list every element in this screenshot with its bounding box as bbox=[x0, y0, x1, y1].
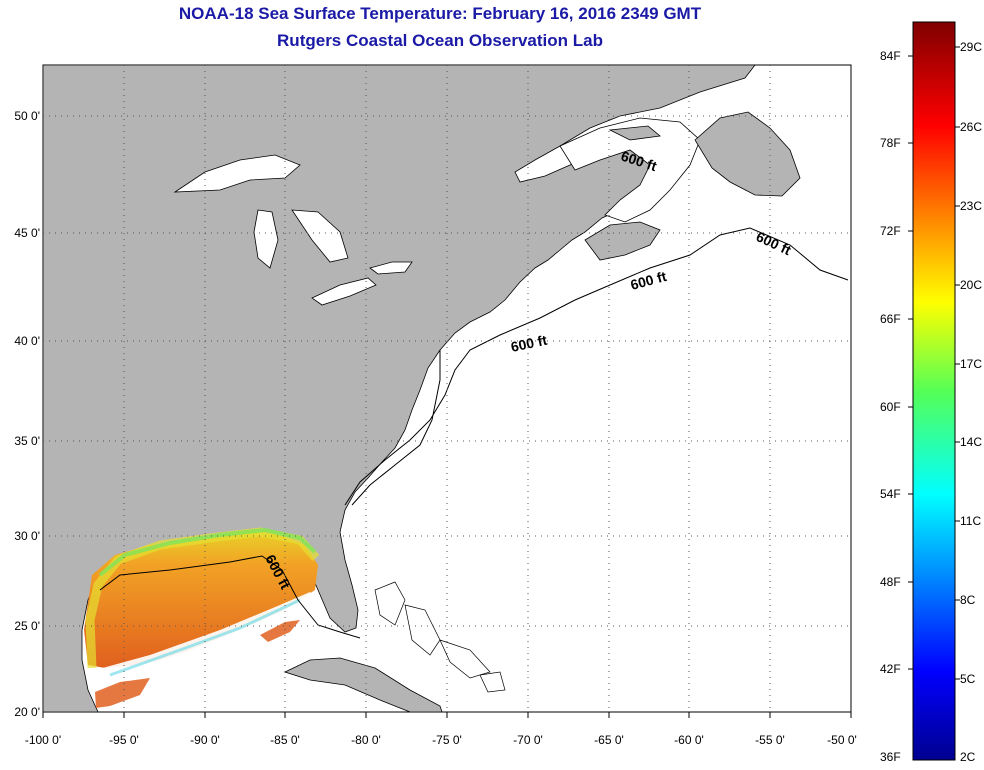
colorbar-c-label: 17C bbox=[960, 357, 983, 371]
colorbar-f-label: 36F bbox=[880, 750, 901, 764]
colorbar-c-label: 29C bbox=[960, 40, 983, 54]
lake-superior bbox=[173, 154, 301, 193]
lat-tick-label: 30 0' bbox=[14, 529, 40, 543]
axis-ticks bbox=[42, 712, 852, 718]
lake-ontario bbox=[369, 261, 413, 275]
sst-green-coast bbox=[98, 527, 317, 577]
colorbar-c-label: 14C bbox=[960, 435, 983, 449]
nova-scotia bbox=[584, 221, 661, 261]
lon-tick-label: -50 0' bbox=[827, 733, 857, 747]
lat-tick-label: 35 0' bbox=[14, 434, 40, 448]
colorbar-f-label: 54F bbox=[880, 487, 901, 501]
colorbar-f-label: 78F bbox=[880, 136, 901, 150]
lat-tick-label: 25 0' bbox=[14, 619, 40, 633]
colorbar-f-label: 84F bbox=[880, 49, 901, 63]
lake-huron bbox=[291, 209, 349, 263]
lon-tick-label: -65 0' bbox=[594, 733, 624, 747]
newfoundland bbox=[694, 111, 801, 197]
colorbar bbox=[912, 21, 956, 761]
lat-tick-label: 45 0' bbox=[14, 226, 40, 240]
colorbar-f-label: 72F bbox=[880, 224, 901, 238]
colorbar-c-label: 20C bbox=[960, 278, 983, 292]
lake-erie bbox=[311, 277, 377, 306]
colorbar-f-label: 48F bbox=[880, 575, 901, 589]
colorbar-c-label: 2C bbox=[960, 750, 976, 764]
lon-tick-label: -80 0' bbox=[351, 733, 381, 747]
map-subtitle: Rutgers Coastal Ocean Observation Lab bbox=[277, 31, 603, 50]
sst-southern-patch bbox=[95, 678, 150, 708]
gulf-of-st-lawrence bbox=[559, 117, 701, 223]
lon-tick-label: -75 0' bbox=[432, 733, 462, 747]
cuba bbox=[283, 657, 443, 712]
colorbar-ticks bbox=[908, 46, 960, 680]
lat-tick-label: 50 0' bbox=[14, 109, 40, 123]
lon-tick-label: -60 0' bbox=[674, 733, 704, 747]
colorbar-c-label: 5C bbox=[960, 672, 976, 686]
lat-tick-label: 40 0' bbox=[14, 334, 40, 348]
lon-tick-label: -95 0' bbox=[109, 733, 139, 747]
sst-cyan-streak bbox=[109, 598, 301, 677]
contour-600ft bbox=[99, 227, 849, 639]
lat-tick-label: 20 0' bbox=[14, 705, 40, 719]
colorbar-f-label: 60F bbox=[880, 400, 901, 414]
contour-label: 600 ft bbox=[509, 332, 548, 355]
lon-tick-label: -70 0' bbox=[513, 733, 543, 747]
lon-tick-label: -55 0' bbox=[755, 733, 785, 747]
bahamas-banks bbox=[374, 581, 506, 693]
colorbar-f-label: 42F bbox=[880, 662, 901, 676]
lake-michigan bbox=[253, 209, 279, 269]
colorbar-c-label: 26C bbox=[960, 120, 983, 134]
colorbar-c-label: 23C bbox=[960, 199, 983, 213]
anticosti-island bbox=[608, 125, 661, 141]
lon-tick-label: -85 0' bbox=[270, 733, 300, 747]
map-title: NOAA-18 Sea Surface Temperature: Februar… bbox=[178, 4, 702, 23]
colorbar-c-label: 8C bbox=[960, 593, 976, 607]
sst-gulf-of-mexico bbox=[84, 530, 318, 668]
lon-tick-label: -100 0' bbox=[24, 733, 62, 747]
colorbar-f-label: 66F bbox=[880, 312, 901, 326]
colorbar-c-label: 11C bbox=[960, 514, 982, 528]
lon-tick-label: -90 0' bbox=[190, 733, 220, 747]
